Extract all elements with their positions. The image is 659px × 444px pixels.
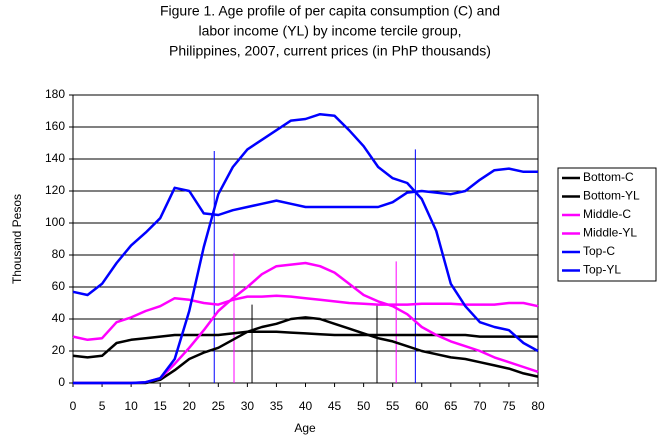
x-tick-label: 0: [70, 399, 77, 413]
chart-title: labor income (YL) by income tercile grou…: [198, 23, 461, 39]
x-tick-label: 45: [328, 399, 342, 413]
x-tick-label: 35: [270, 399, 284, 413]
legend-label: Middle-YL: [583, 226, 637, 240]
legend-label: Bottom-C: [583, 170, 634, 184]
series-line: [72, 330, 538, 359]
y-tick-label: 180: [45, 87, 65, 101]
x-tick-label: 80: [531, 399, 545, 413]
series-line: [73, 112, 539, 385]
legend-label: Bottom-YL: [583, 189, 640, 203]
series-line: [72, 294, 539, 342]
legend-label: Top-YL: [583, 263, 621, 277]
chart-title: Figure 1. Age profile of per capita cons…: [160, 3, 500, 19]
x-tick-label: 5: [99, 399, 106, 413]
x-tick-label: 65: [444, 399, 458, 413]
y-tick-label: 80: [52, 247, 66, 261]
x-tick-label: 75: [502, 399, 516, 413]
series-line: [72, 167, 538, 297]
x-tick-label: 70: [473, 399, 487, 413]
y-tick-label: 160: [45, 119, 65, 133]
x-tick-label: 10: [124, 399, 138, 413]
chart-title: Philippines, 2007, current prices (in Ph…: [169, 43, 491, 59]
x-tick-label: 40: [299, 399, 313, 413]
x-tick-label: 60: [415, 399, 429, 413]
legend-label: Middle-C: [583, 207, 631, 221]
x-tick-label: 15: [154, 399, 168, 413]
series-line: [73, 261, 539, 385]
y-tick-label: 60: [52, 279, 66, 293]
x-tick-label: 20: [183, 399, 197, 413]
y-tick-label: 100: [45, 215, 65, 229]
legend-label: Top-C: [583, 244, 615, 258]
plot-border: [72, 94, 539, 384]
x-tick-label: 25: [212, 399, 226, 413]
y-tick-label: 120: [45, 183, 65, 197]
y-tick-label: 20: [52, 343, 66, 357]
series-line: [73, 316, 539, 385]
x-tick-label: 55: [386, 399, 400, 413]
y-axis-label: Thousand Pesos: [10, 194, 24, 284]
y-tick-label: 40: [52, 311, 66, 325]
y-tick-label: 0: [58, 375, 65, 389]
y-tick-label: 140: [45, 151, 65, 165]
x-axis-label: Age: [294, 421, 316, 435]
x-tick-label: 50: [357, 399, 371, 413]
x-tick-label: 30: [241, 399, 255, 413]
legend-box: [557, 167, 657, 282]
